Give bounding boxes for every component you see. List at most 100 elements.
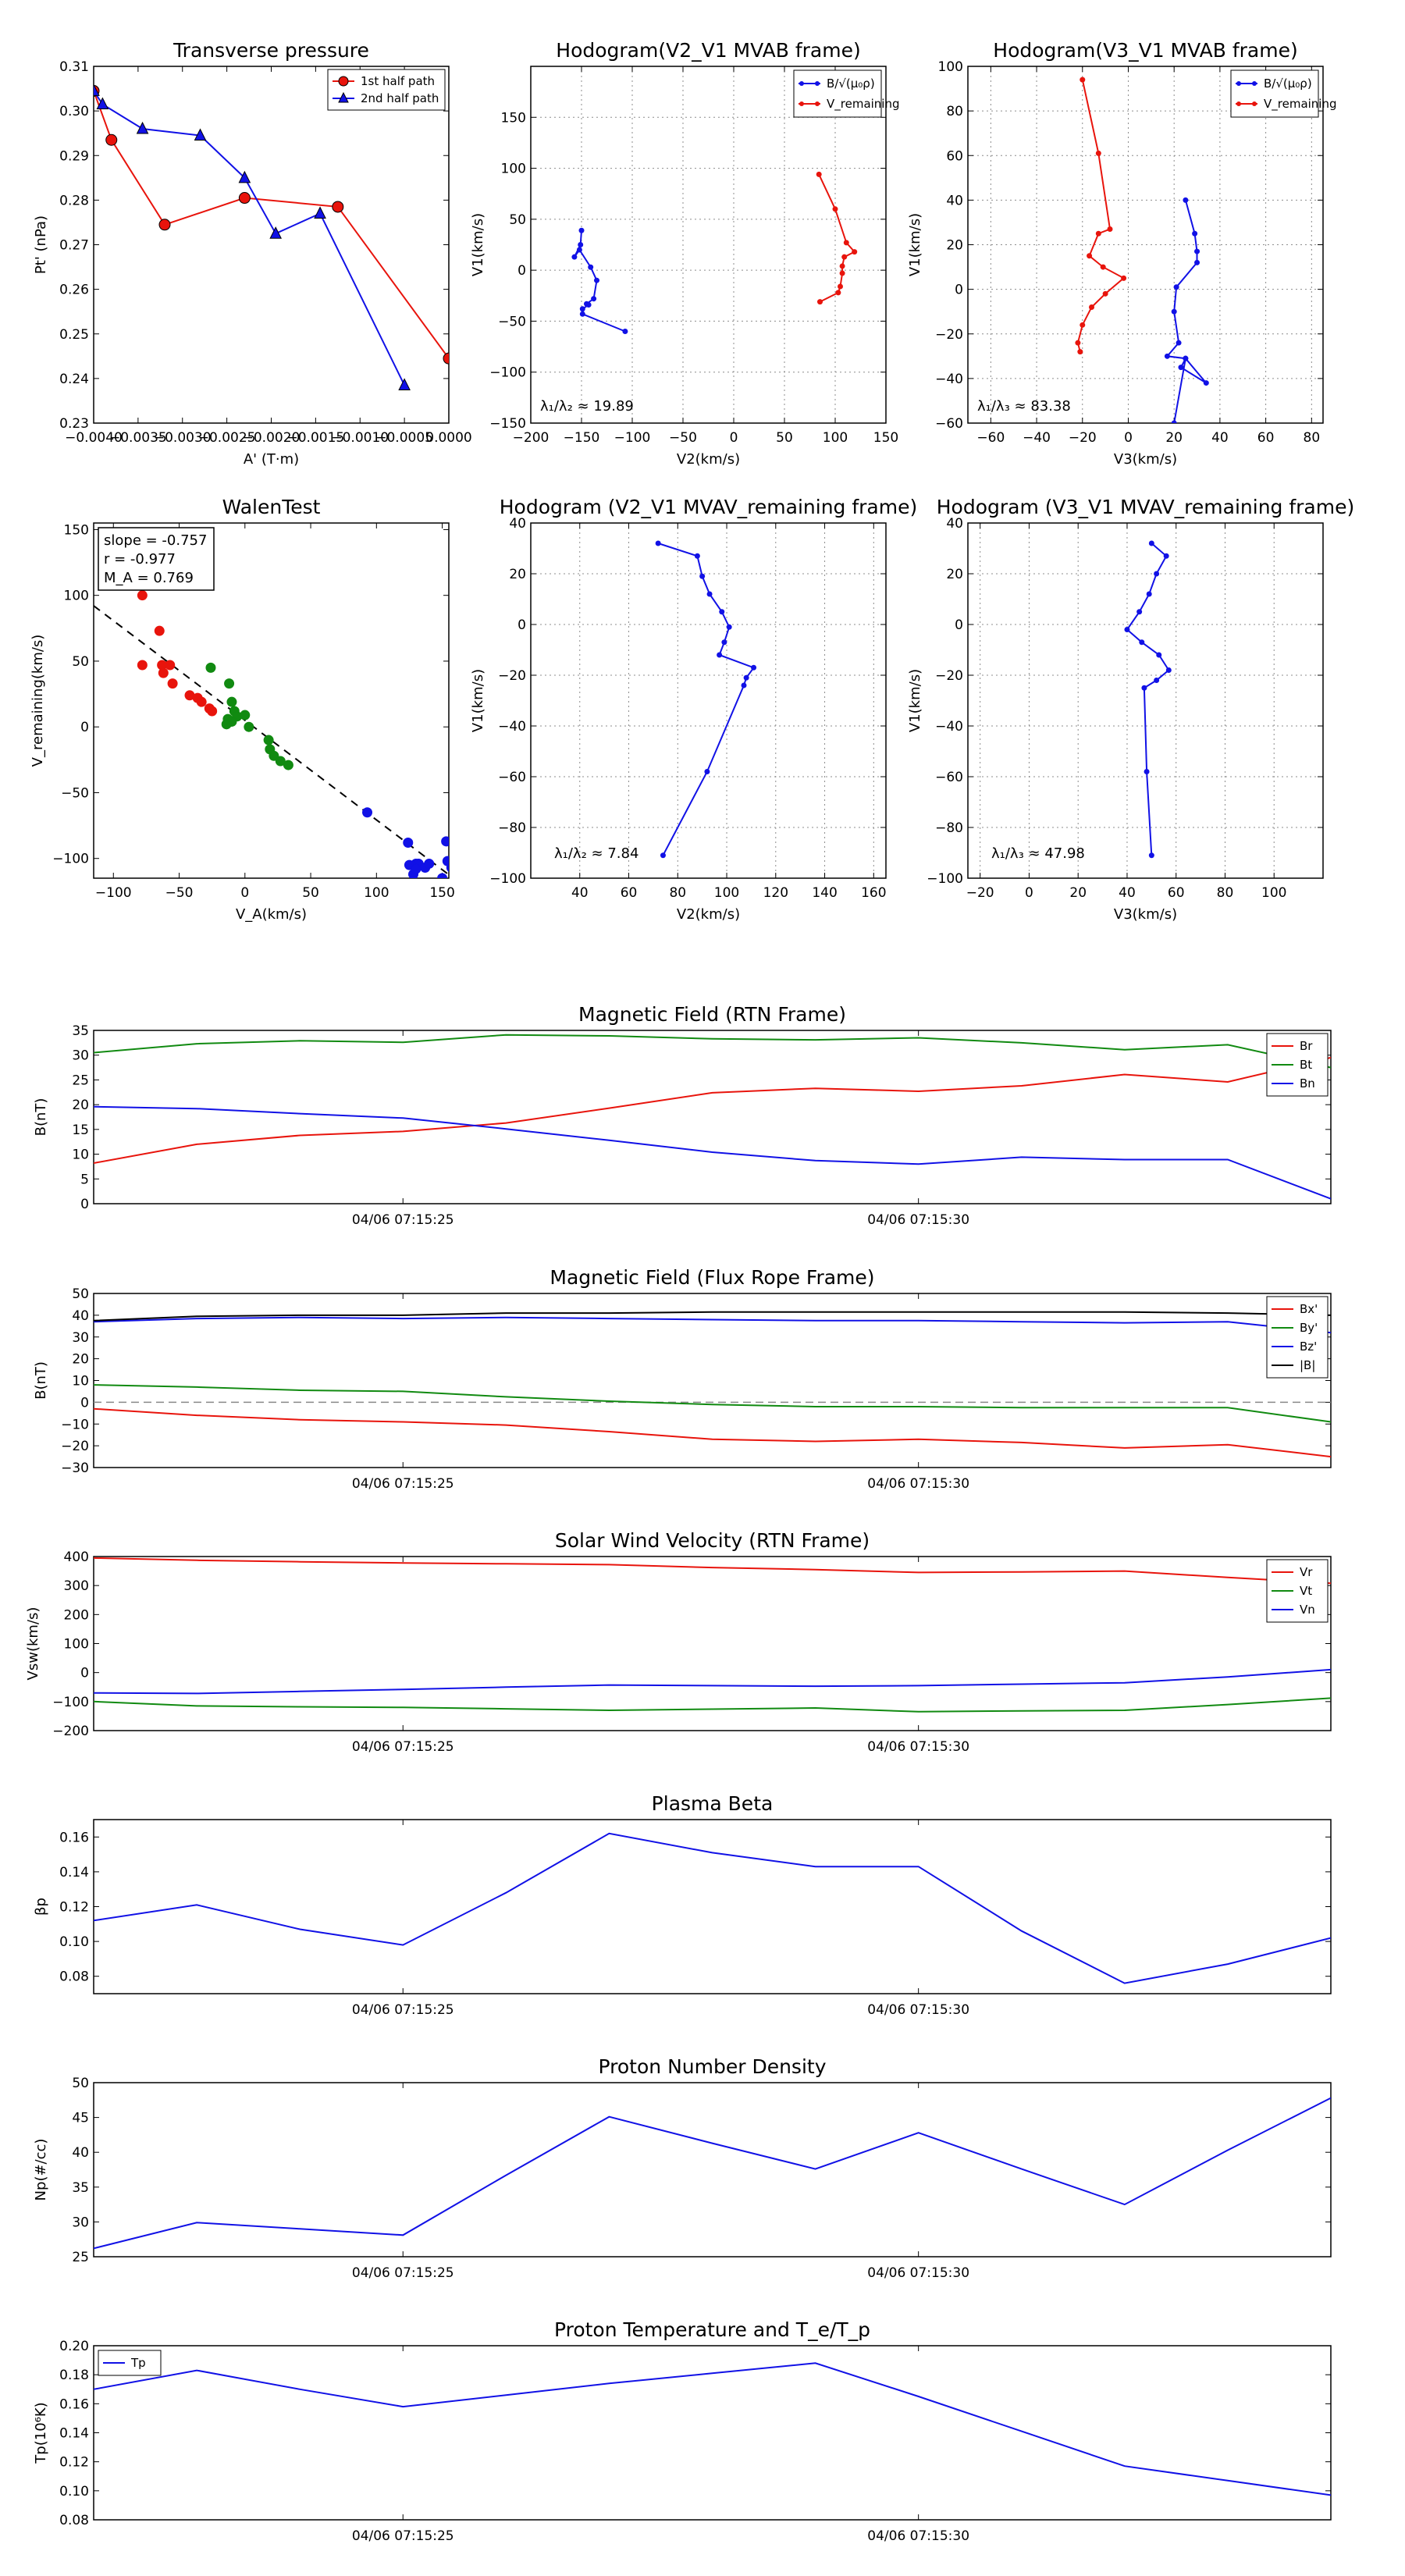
legend-label: B/√(μ₀ρ) <box>1264 76 1312 91</box>
data-point <box>1176 340 1182 346</box>
x-tick-label: 04/06 07:15:25 <box>352 1739 454 1755</box>
y-tick-label: 0.16 <box>59 2396 89 2412</box>
y-tick-label: −100 <box>489 871 526 887</box>
chart-title: Solar Wind Velocity (RTN Frame) <box>555 1529 870 1552</box>
x-tick-label: 0 <box>1124 430 1133 446</box>
data-point <box>221 719 232 730</box>
hodo_v2v1_mvav-axes: −100 −80 −60 −40 −20 0 20 40 40 60 80 100 120 140 160 H… <box>470 496 917 923</box>
y-tick-label: 0 <box>518 617 526 633</box>
data-point <box>362 807 373 818</box>
y-axis-label: V_remaining(km/s) <box>30 635 46 767</box>
y-tick-label: −20 <box>935 668 963 684</box>
x-tick-label: 80 <box>1217 885 1234 901</box>
y-tick-label: −200 <box>52 1724 89 1739</box>
y-tick-label: 20 <box>946 238 963 254</box>
x-tick-label: 04/06 07:15:30 <box>867 2528 969 2544</box>
data-point <box>398 378 411 390</box>
x-tick-label: 60 <box>621 885 638 901</box>
data-point <box>839 270 845 276</box>
plot-frame <box>93 1293 1332 1468</box>
x-tick-label: −0.0015 <box>287 430 345 446</box>
legend-marker <box>1236 81 1241 86</box>
series-line-Bt <box>94 1034 1331 1069</box>
series-line-Vr <box>94 1557 1331 1585</box>
b_rtn-axes: 0 5 10 15 20 25 30 35 04/06 07:15:25 04/06 07:15:… <box>33 1003 1332 1228</box>
data-point <box>1146 591 1152 597</box>
data-point <box>594 277 599 283</box>
x-tick-label: −0.0030 <box>154 430 212 446</box>
y-tick-label: 0.10 <box>59 2484 89 2500</box>
y-tick-label: 0.14 <box>59 1865 89 1880</box>
legend-label: Vr <box>1300 1565 1313 1579</box>
y-tick-label: −40 <box>935 372 963 387</box>
hodo_v3v1_mvav-axes: −100 −80 −60 −40 −20 0 20 40 −20 0 20 40 60 80 100 Hodo… <box>907 496 1354 923</box>
data-point <box>437 873 448 878</box>
data-point <box>817 299 823 305</box>
y-tick-label: 40 <box>946 516 963 532</box>
legend-marker <box>799 101 804 106</box>
x-tick-label: −200 <box>513 430 550 446</box>
legend: B/√(μ₀ρ) V_remaining <box>793 69 900 118</box>
x-tick-label: 60 <box>1257 430 1275 446</box>
hodo_v3v1_mvav-series <box>1124 540 1172 859</box>
x-axis-label: V2(km/s) <box>677 906 740 923</box>
eigen-ratio: λ₁/λ₂ ≈ 19.89 <box>540 398 634 415</box>
data-point <box>843 240 849 246</box>
data-point <box>1173 284 1179 290</box>
chart-title: Transverse pressure <box>173 39 369 62</box>
legend-marker <box>338 91 349 103</box>
plot-frame <box>93 522 450 879</box>
stats-line: M_A = 0.769 <box>104 570 194 586</box>
data-point <box>238 192 251 205</box>
np-series <box>94 2097 1331 2250</box>
data-point <box>332 201 344 213</box>
x-tick-label: 100 <box>364 885 389 901</box>
y-tick-label: 0.31 <box>59 59 89 75</box>
x-tick-label: 150 <box>873 430 898 446</box>
x-tick-label: −20 <box>966 885 994 901</box>
y-axis-label: Np(#/cc) <box>33 2139 49 2201</box>
legend-label: Bn <box>1300 1076 1315 1091</box>
b_rtn-series <box>94 1034 1331 1200</box>
y-tick-label: 25 <box>72 2250 89 2265</box>
data-point <box>1102 290 1108 297</box>
legend-label: Bz' <box>1300 1340 1317 1354</box>
eigen-ratio: λ₁/λ₃ ≈ 47.98 <box>991 845 1085 862</box>
y-axis-label: V1(km/s) <box>470 213 486 276</box>
y-tick-label: −20 <box>498 668 526 684</box>
y-tick-label: 60 <box>946 148 963 164</box>
data-point <box>1165 667 1172 673</box>
y-axis-label: Tp(10⁶K) <box>33 2402 49 2464</box>
x-tick-label: 40 <box>1119 885 1136 901</box>
y-tick-label: 0.08 <box>59 2513 89 2528</box>
y-tick-label: −10 <box>61 1417 89 1432</box>
x-tick-label: 50 <box>776 430 793 446</box>
chart-title: Magnetic Field (RTN Frame) <box>578 1003 846 1026</box>
data-point <box>1107 226 1113 233</box>
series-line-Vn <box>94 1668 1331 1695</box>
x-tick-label: 40 <box>1211 430 1229 446</box>
data-point <box>1080 322 1086 328</box>
legend-box <box>1266 1033 1329 1097</box>
legend-label: V_remaining <box>1264 97 1337 112</box>
b_fluxrope-axes: −30 −20 −10 0 10 20 30 40 50 04/06 07:15:25 04/06 … <box>33 1266 1332 1492</box>
data-point <box>816 171 822 177</box>
data-point <box>579 311 585 317</box>
data-point <box>571 254 578 260</box>
y-tick-label: −50 <box>61 785 89 801</box>
y-tick-label: 25 <box>72 1073 89 1088</box>
regression-line <box>94 605 449 876</box>
y-tick-label: 20 <box>509 567 526 582</box>
series-line-Bx' <box>94 1407 1331 1458</box>
plot-frame <box>93 1819 1332 1994</box>
y-tick-label: 30 <box>72 1048 89 1064</box>
chart-title: Magnetic Field (Flux Rope Frame) <box>550 1266 874 1289</box>
plot-frame <box>530 522 887 879</box>
y-tick-label: 50 <box>72 1286 89 1302</box>
legend-label: Bx' <box>1300 1302 1318 1316</box>
data-point <box>1192 230 1198 237</box>
walen_test-axes: −100 −50 0 50 100 150 −100 −50 0 50 100 150 WalenTes… <box>30 496 455 923</box>
data-point <box>1124 627 1130 632</box>
x-tick-label: −60 <box>976 430 1005 446</box>
